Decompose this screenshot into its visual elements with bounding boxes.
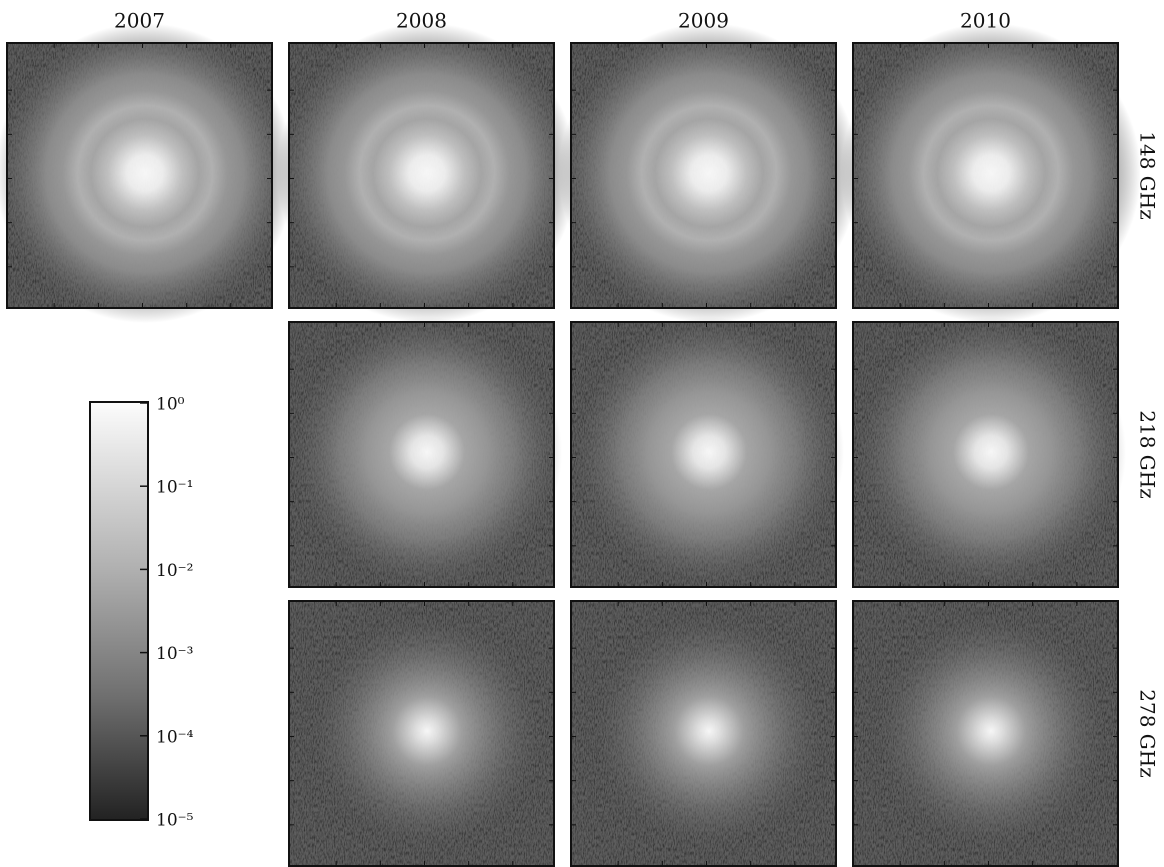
beam [841,23,1141,323]
colorbar-tick-label: 10⁻² [156,561,193,581]
beam [594,616,824,846]
beam-map [288,600,555,867]
colorbar [89,401,149,821]
map-frame [6,42,273,309]
beam [876,616,1106,846]
beam-map [852,317,1126,588]
row-label: 218 GHz [1136,410,1160,499]
map-frame [288,321,555,588]
colorbar-tick-label: 10⁻¹ [156,478,193,498]
map-frame [852,600,1119,867]
colorbar-tick-label: 10⁰ [156,395,185,415]
column-label: 2008 [396,9,447,33]
beam-map [841,23,1141,323]
beam-map [570,317,844,588]
beam-map [277,23,577,323]
beam-map [288,317,562,588]
colorbar-tick-label: 10⁻⁴ [156,727,194,747]
beam [312,616,542,846]
beam-map [852,600,1119,867]
map-frame [288,42,555,309]
row-label: 148 GHz [1136,131,1160,220]
beam [0,23,295,323]
beam [559,23,859,323]
beam [856,317,1126,587]
map-frame [570,42,837,309]
column-label: 2009 [678,9,729,33]
map-frame [570,600,837,867]
beam [277,23,577,323]
colorbar-ticks: 10⁰ 10⁻¹ 10⁻² 10⁻³ 10⁻⁴ 10⁻⁵ [140,395,194,831]
beam [574,317,844,587]
beam-map [570,600,837,867]
column-label: 2010 [960,9,1011,33]
beam [292,317,562,587]
column-label: 2007 [114,9,165,33]
colorbar-tick-label: 10⁻³ [156,644,193,664]
map-frame [852,42,1119,309]
map-frame [570,321,837,588]
beam-map [0,23,295,323]
panel-grid [0,23,1141,867]
map-frame [288,600,555,867]
row-label: 278 GHz [1136,689,1160,778]
colorbar-tick-label: 10⁻⁵ [156,811,194,831]
map-frame [852,321,1119,588]
beam-map [559,23,859,323]
